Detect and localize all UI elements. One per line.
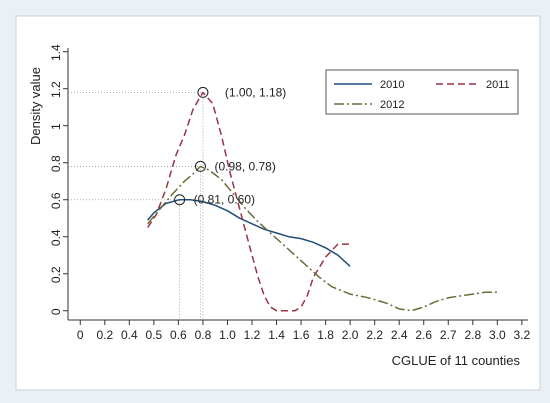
- x-tick-label: 2.7: [440, 328, 457, 342]
- y-tick-label: 1.2: [49, 81, 63, 98]
- y-axis: 0 0.2 0.4 0.6 0.8 1 1.2 1.4: [49, 44, 69, 320]
- annotation-marker: [194, 160, 206, 172]
- x-tick-label: 2.4: [391, 328, 408, 342]
- x-axis: 0 0.2 0.4 0.5 0.6 0.8 1.0 1.2 1.4 1.6 1.8 2.0 2.2 2.4…: [68, 319, 531, 342]
- x-tick-label: 1.0: [219, 328, 236, 342]
- series-line-2012: [147, 165, 498, 312]
- y-tick-label: 0: [49, 308, 63, 315]
- x-tick-label: 1.8: [317, 328, 334, 342]
- x-tick-label: 2.8: [464, 328, 481, 342]
- x-tick-label: 1.4: [268, 328, 285, 342]
- annotation-layer: (1.00, 1.18) (0.98, 0.78) (0.81, 0.60): [174, 85, 286, 207]
- x-tick-label: 2.0: [342, 328, 359, 342]
- y-tick-label: 1.4: [49, 44, 63, 61]
- legend: 2010 2011 2012: [325, 69, 519, 115]
- annotation-marker: [197, 86, 209, 98]
- x-tick-label: 0.5: [146, 328, 163, 342]
- series-line-2010: [147, 198, 351, 267]
- legend-box: [325, 69, 519, 115]
- x-tick-label: 1.6: [293, 328, 310, 342]
- x-tick-label: 0.2: [96, 328, 113, 342]
- y-tick-label: 0.8: [49, 155, 63, 172]
- annotation-label: (1.00, 1.18): [225, 85, 286, 99]
- y-tick-label: 0.4: [49, 229, 63, 246]
- legend-label-2011: 2011: [486, 79, 510, 91]
- annotation-guide-lines: [68, 92, 204, 320]
- x-tick-label: 3.0: [489, 328, 506, 342]
- legend-label-2010: 2010: [380, 79, 404, 91]
- annotation-label: (0.81, 0.60): [194, 193, 255, 207]
- x-tick-label: 2.2: [366, 328, 383, 342]
- x-tick-label: 0: [77, 328, 84, 342]
- y-tick-label: 1: [49, 123, 63, 130]
- x-tick-label: 0.6: [170, 328, 187, 342]
- x-tick-label: 3.2: [514, 328, 531, 342]
- annotation-marker: [174, 194, 186, 206]
- legend-label-2012: 2012: [380, 99, 404, 111]
- series-layer: [147, 91, 498, 312]
- x-tick-label: 0.8: [195, 328, 212, 342]
- x-tick-label: 2.6: [415, 328, 432, 342]
- y-tick-label: 0.6: [49, 192, 63, 209]
- x-tick-label: 1.2: [244, 328, 261, 342]
- x-tick-label: 0.4: [121, 328, 138, 342]
- annotation-label: (0.98, 0.78): [214, 159, 275, 173]
- series-line-2011: [147, 91, 351, 312]
- y-axis-label: Density value: [28, 67, 43, 145]
- x-axis-label: CGLUE of 11 counties: [392, 353, 521, 368]
- y-tick-label: 0.2: [49, 266, 63, 283]
